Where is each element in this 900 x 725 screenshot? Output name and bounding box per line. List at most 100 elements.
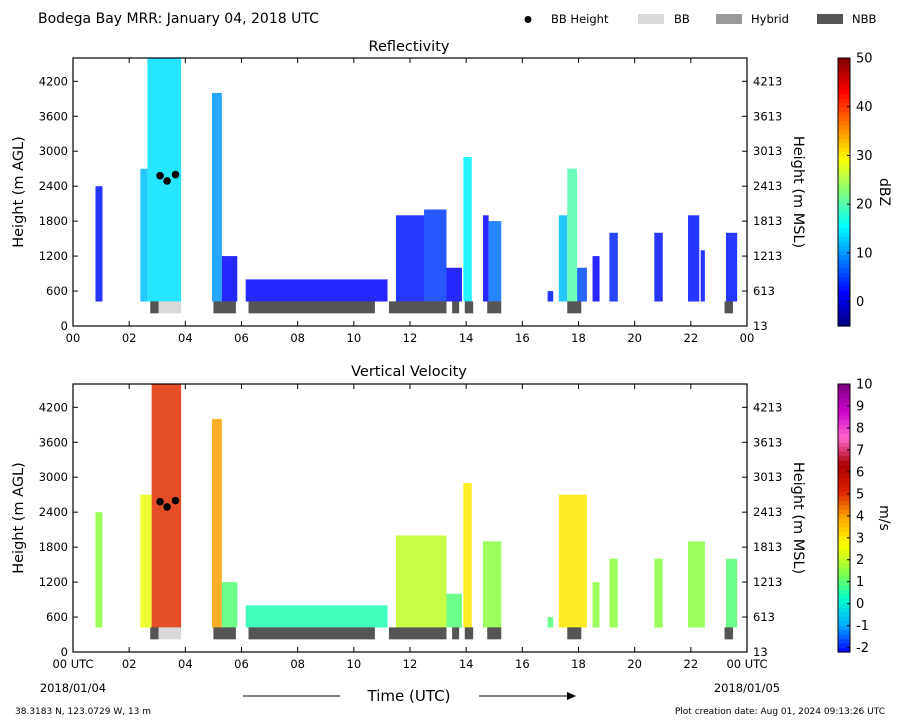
echo-column-7 xyxy=(446,593,462,628)
colorbar-segment-1 xyxy=(838,643,850,649)
x-tick-label-5: 10 xyxy=(347,331,362,345)
y-tick-label-right-6: 3613 xyxy=(753,435,782,449)
echo-column-16 xyxy=(592,256,600,302)
x-tick-label-1: 02 xyxy=(122,331,137,345)
colorbar-segment-0 xyxy=(838,321,850,327)
colorbar-tick-label-12: 10 xyxy=(856,378,873,393)
colorbar-segment-54 xyxy=(838,406,850,412)
y-tick-label-left-0: 0 xyxy=(61,319,68,333)
y-tick-label-left-6: 3600 xyxy=(39,109,68,123)
colorbar-segment-17 xyxy=(838,571,850,577)
bb-period-nbb-8 xyxy=(567,301,582,314)
colorbar-segment-45 xyxy=(838,120,850,126)
colorbar-segment-25 xyxy=(838,209,850,215)
colorbar-segment-12 xyxy=(838,267,850,273)
bb-height-point-2 xyxy=(171,170,180,179)
echo-column-0 xyxy=(95,186,103,302)
creation-date-text: Plot creation date: Aug 01, 2024 09:13:2… xyxy=(675,707,885,717)
x-tick-label-11: 22 xyxy=(684,657,699,671)
figure-title: Bodega Bay MRR: January 04, 2018 UTC xyxy=(38,11,319,27)
colorbar-segment-14 xyxy=(838,585,850,591)
x-tick-label-0: 00 xyxy=(66,331,81,345)
y-tick-label-left-5: 3000 xyxy=(39,144,68,158)
legend-bb-label: BB xyxy=(674,12,690,26)
colorbar-segment-55 xyxy=(838,401,850,407)
colorbar-segment-44 xyxy=(838,125,850,131)
y-tick-label-left-3: 1800 xyxy=(39,214,68,228)
velocity-colorbar-label: m/s xyxy=(876,505,892,531)
colorbar: 0 10 20 30 40 50 xyxy=(837,52,873,327)
echo-column-10 xyxy=(483,215,489,302)
colorbar-segment-56 xyxy=(838,71,850,77)
velocity-ylabel-right: Height (m MSL) xyxy=(790,462,806,574)
x-tick-label-4: 08 xyxy=(290,657,305,671)
echo-column-16 xyxy=(725,558,738,628)
colorbar-segment-37 xyxy=(838,156,850,162)
colorbar-segment-56 xyxy=(838,397,850,403)
colorbar-segment-22 xyxy=(838,223,850,229)
echo-column-10 xyxy=(547,617,554,628)
colorbar-segment-57 xyxy=(838,66,850,72)
colorbar-segment-22 xyxy=(838,549,850,555)
colorbar-segment-34 xyxy=(838,169,850,175)
colorbar-frame xyxy=(837,57,851,327)
bb-period-bars xyxy=(150,301,733,314)
colorbar-segment-27 xyxy=(838,526,850,532)
colorbar-segment-47 xyxy=(838,111,850,117)
x-tick-label-11: 22 xyxy=(684,331,699,345)
x-tick-label-9: 18 xyxy=(571,331,586,345)
bb-period-nbb-7 xyxy=(487,627,502,640)
colorbar-segment-48 xyxy=(838,433,850,439)
colorbar-segment-45 xyxy=(838,446,850,452)
y-tick-label-right-1: 613 xyxy=(753,610,775,624)
legend-hybrid-swatch xyxy=(716,14,742,24)
bb-height-point-1 xyxy=(163,177,171,185)
colorbar-segment-38 xyxy=(838,151,850,157)
y-tick-label-left-2: 1200 xyxy=(39,249,68,263)
end-date-label: 2018/01/05 xyxy=(714,681,780,695)
colorbar-segment-51 xyxy=(838,93,850,99)
colorbar-tick-label-0: -2 xyxy=(856,641,869,656)
colorbar-segment-59 xyxy=(838,384,850,390)
colorbar-segment-28 xyxy=(838,196,850,202)
y-tick-label-left-2: 1200 xyxy=(39,575,68,589)
bb-period-nbb-6 xyxy=(464,627,474,640)
colorbar-segment-17 xyxy=(838,245,850,251)
colorbar-segment-44 xyxy=(838,451,850,457)
legend-bb-height-label: BB Height xyxy=(551,12,609,26)
colorbar-segment-34 xyxy=(838,495,850,501)
y-tick-label-right-2: 1213 xyxy=(753,249,782,263)
colorbar-tick-label-2: 20 xyxy=(856,198,873,213)
colorbar-segment-6 xyxy=(838,620,850,626)
legend-hybrid-label: Hybrid xyxy=(751,12,789,26)
colorbar-segment-20 xyxy=(838,232,850,238)
x-tick-label-2: 04 xyxy=(178,331,193,345)
colorbar-segment-32 xyxy=(838,178,850,184)
echo-column-4 xyxy=(221,256,238,302)
colorbar-segment-50 xyxy=(838,98,850,104)
colorbar-segment-50 xyxy=(838,424,850,430)
y-tick-label-left-7: 4200 xyxy=(39,74,68,88)
colorbar-segment-24 xyxy=(838,214,850,220)
colorbar-segment-13 xyxy=(838,263,850,269)
bb-period-nbb-4 xyxy=(388,301,447,314)
colorbar-segment-15 xyxy=(838,254,850,260)
colorbar-segment-2 xyxy=(838,312,850,318)
colorbar-segment-11 xyxy=(838,272,850,278)
bb-period-nbb-2 xyxy=(213,627,236,640)
colorbar-segment-43 xyxy=(838,129,850,135)
bb-period-nbb-4 xyxy=(388,627,447,640)
echo-column-9 xyxy=(463,157,472,302)
colorbar-segment-49 xyxy=(838,102,850,108)
colorbar-segment-21 xyxy=(838,553,850,559)
colorbar-segment-7 xyxy=(838,290,850,296)
x-tick-label-3: 06 xyxy=(234,331,249,345)
y-tick-label-left-0: 0 xyxy=(61,645,68,659)
echo-column-17 xyxy=(609,232,618,302)
colorbar-segment-19 xyxy=(838,236,850,242)
colorbar-segment-26 xyxy=(838,531,850,537)
echo-column-3 xyxy=(212,92,222,302)
echo-column-12 xyxy=(592,582,600,628)
colorbar-tick-label-3: 30 xyxy=(856,149,873,164)
colorbar-segment-23 xyxy=(838,218,850,224)
